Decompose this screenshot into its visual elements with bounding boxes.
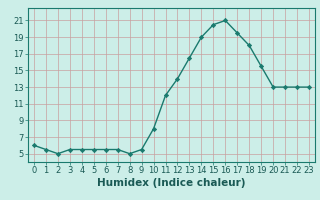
X-axis label: Humidex (Indice chaleur): Humidex (Indice chaleur) <box>97 178 246 188</box>
